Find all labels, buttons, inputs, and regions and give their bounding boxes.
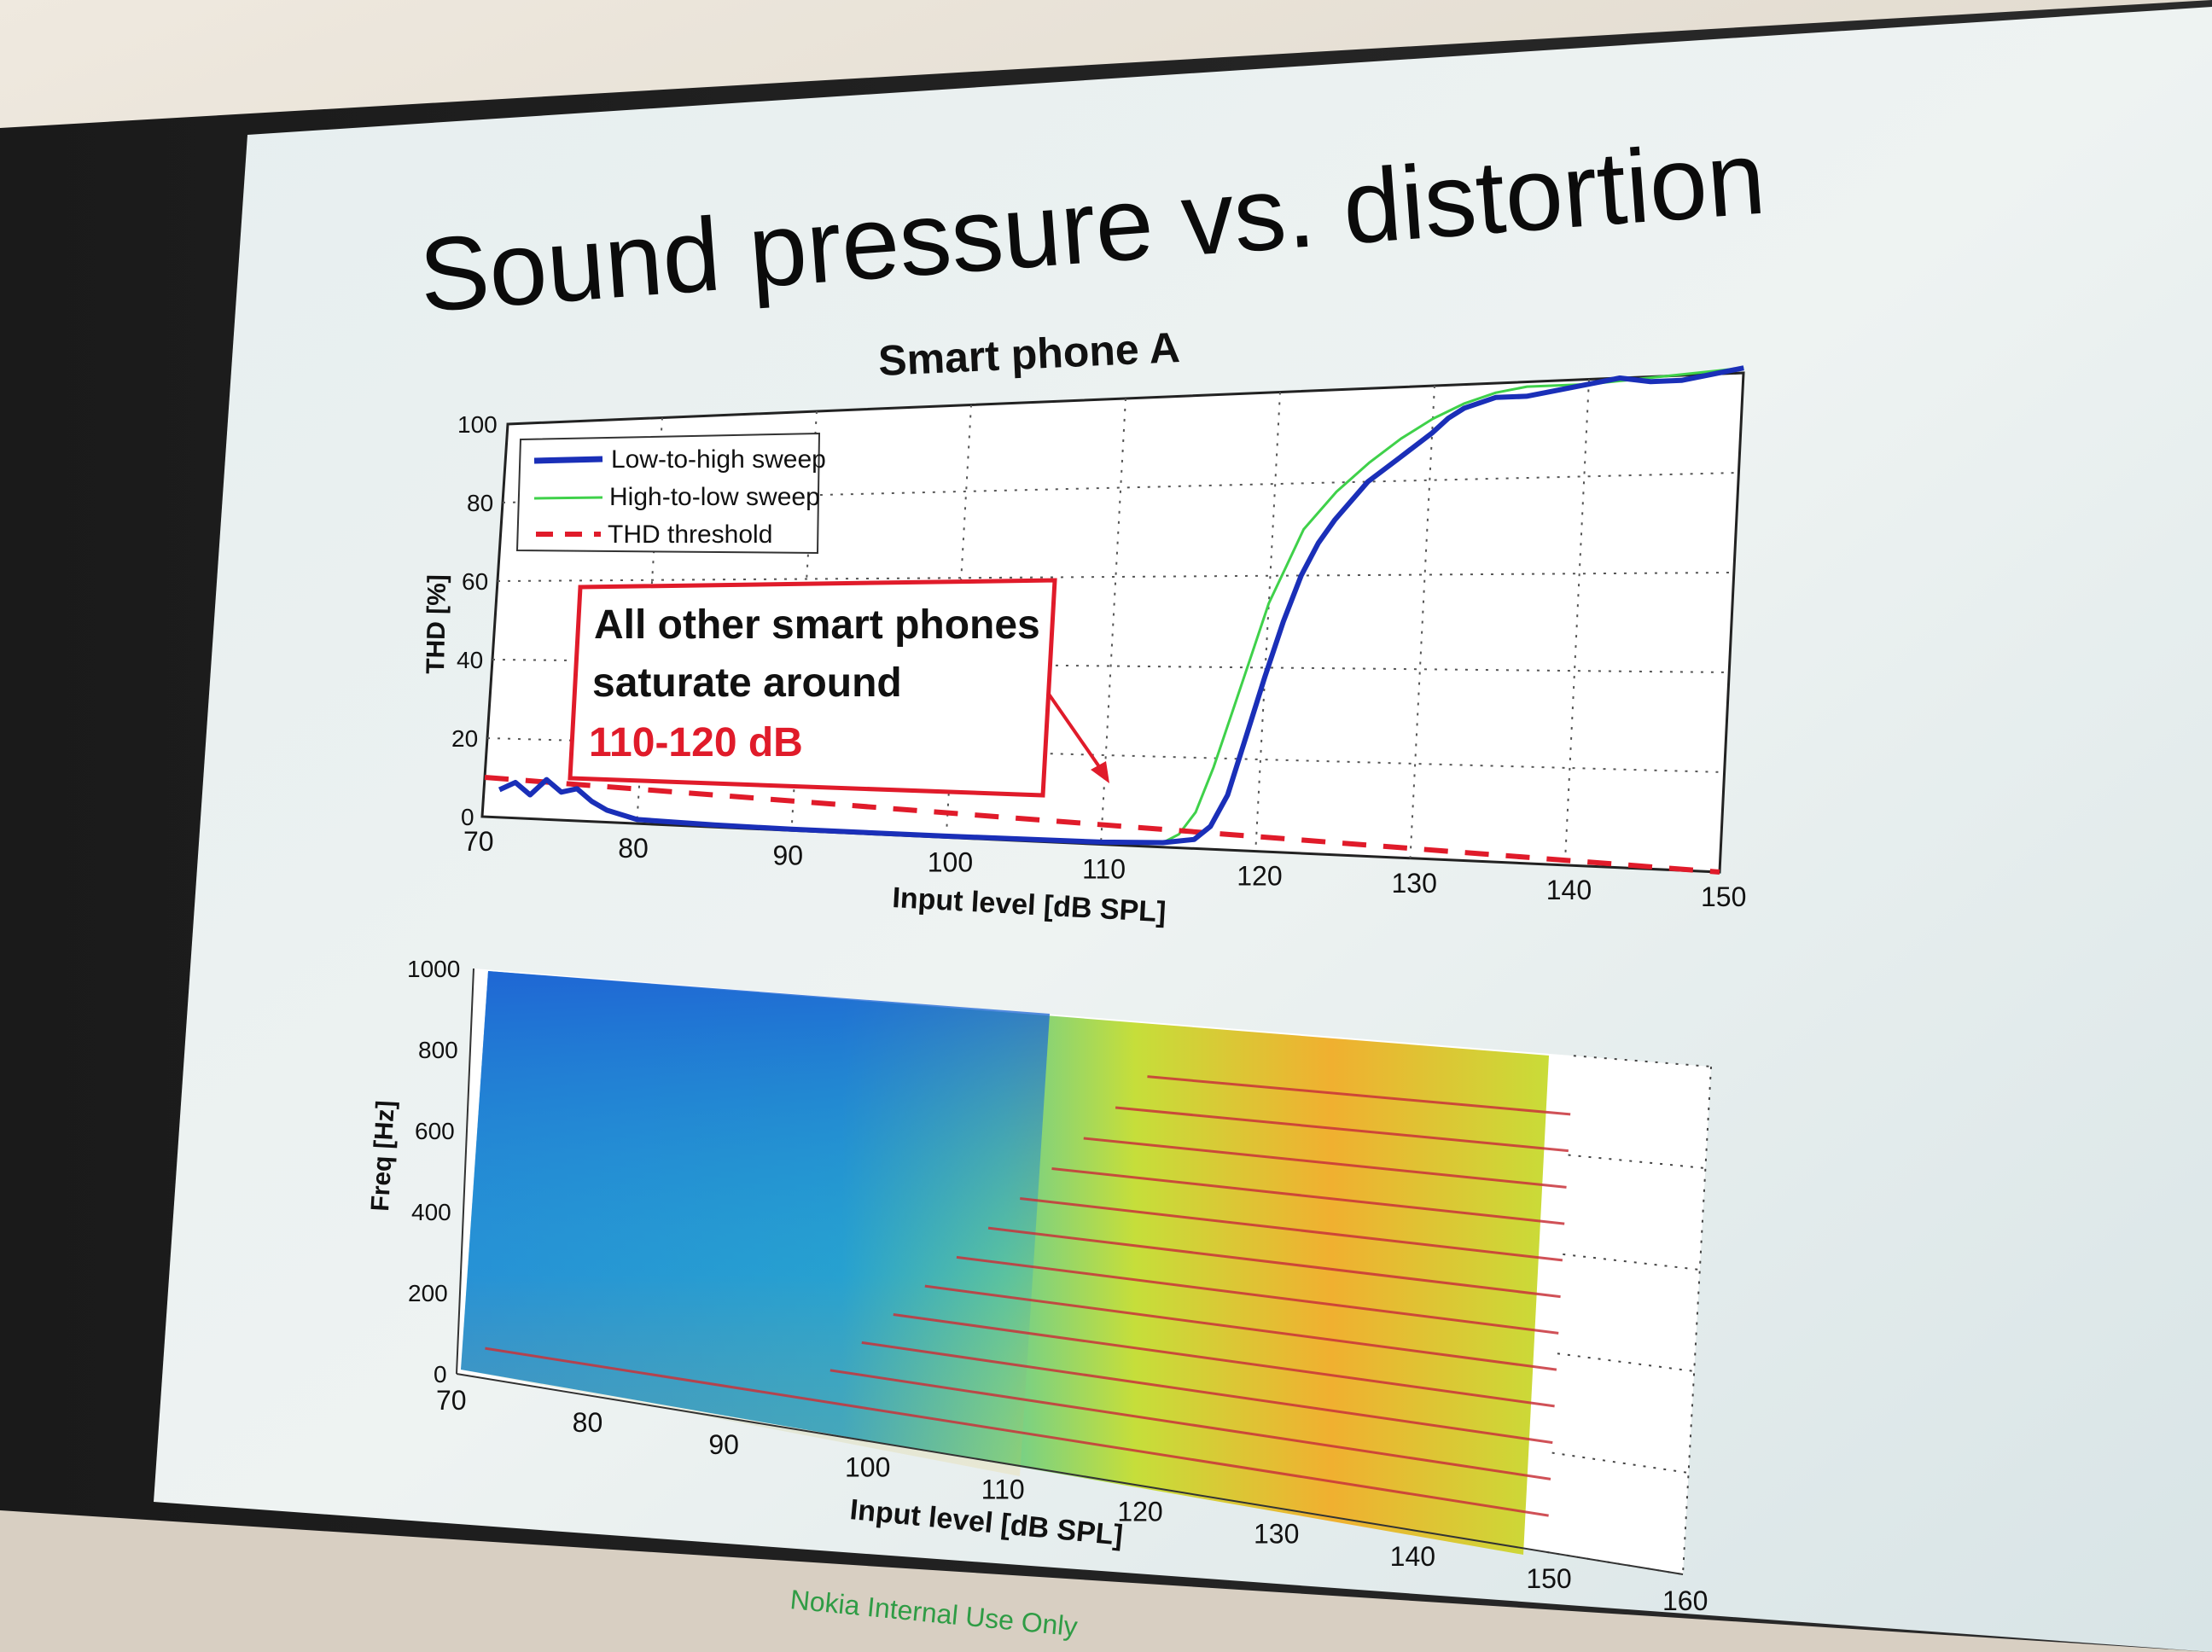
thd-xtick-label: 140: [1546, 875, 1592, 905]
spectrogram-grid-y: [1563, 1253, 1700, 1271]
thd-xtick-label: 110: [1082, 854, 1126, 885]
spectrogram-harmonic-line: [987, 1226, 1561, 1299]
spectrogram-x-axis: [456, 1373, 1684, 1575]
legend-label-threshold: THD threshold: [608, 521, 772, 549]
spectrogram-grid-y: [1557, 1352, 1695, 1372]
spectrogram-harmonic-line: [485, 1347, 1549, 1517]
spectrogram-xtick-label: 160: [1662, 1585, 1708, 1616]
thd-series-high-to-low-sweep: [1162, 366, 1744, 844]
spectrogram-harmonic-line: [861, 1341, 1553, 1445]
thd-ytick-label: 100: [457, 411, 498, 438]
callout-line-1: All other smart phones: [594, 602, 1040, 648]
thd-series-thd-threshold: [484, 775, 1720, 875]
spectrogram-xtick-label: 150: [1526, 1563, 1571, 1594]
legend-label-low-to-high: Low-to-high sweep: [611, 445, 826, 474]
spectrogram-xtick-label: 110: [981, 1474, 1025, 1504]
spectrogram-xtick-label: 130: [1254, 1519, 1299, 1550]
thd-xtick-label: 120: [1237, 861, 1282, 892]
spectrogram-shading: [461, 971, 1050, 1476]
thd-xtick-label: 100: [928, 846, 973, 877]
legend-swatch-high-to-low: [533, 496, 603, 500]
spectrogram-harmonic-line: [1147, 1075, 1571, 1116]
thd-grid-x: [1409, 385, 1435, 858]
thd-legend: Low-to-high sweep High-to-low sweep THD …: [515, 432, 826, 555]
thd-series: [484, 365, 1744, 875]
spectrogram-xtick-label: 120: [1117, 1497, 1162, 1527]
spectrogram-ytick-label: 400: [411, 1199, 451, 1225]
spectrogram-xtick-label: 100: [845, 1451, 890, 1482]
callout-arrow-line: [1046, 691, 1108, 778]
thd-xtick-label: 80: [618, 833, 649, 864]
spectrogram-y-axis: [456, 968, 474, 1375]
thd-ytick-label: 60: [462, 568, 488, 595]
spectrogram-harmonic-line: [1051, 1166, 1565, 1225]
spectrogram-harmonic-line: [893, 1312, 1555, 1408]
spectrogram-ytick-label: 600: [415, 1118, 455, 1144]
spectrogram-harmonic-line: [1083, 1137, 1567, 1189]
thd-ytick-label: 0: [461, 804, 474, 830]
callout-line-2: saturate around: [592, 660, 902, 706]
spectrogram-ticks: 0 200 400 600 800 1000 70 80 90 100 110 120 130 140 15…: [407, 956, 1708, 1616]
thd-grid-y: [497, 572, 1734, 582]
thd-ytick-label: 40: [457, 647, 483, 673]
spectrogram-ytick-label: 1000: [407, 956, 460, 982]
callout-arrowhead: [1091, 761, 1109, 783]
thd-series-low-to-high-sweep: [498, 365, 1744, 846]
callout: All other smart phones saturate around 1…: [568, 578, 1109, 798]
spectrogram-xtick-label: 70: [436, 1385, 467, 1416]
spectrogram-harmonic-line: [1115, 1106, 1569, 1153]
spectrogram-ylabel: Freq [Hz]: [366, 1100, 400, 1213]
legend-swatch-low-to-high: [533, 456, 603, 464]
thd-xtick-label: 130: [1392, 868, 1437, 899]
thd-xtick-label: 90: [773, 840, 804, 870]
spectrogram-harmonic-line: [830, 1369, 1551, 1480]
spectrogram-grid-y: [1568, 1154, 1706, 1169]
spectrogram-ytick-label: 200: [408, 1280, 448, 1306]
spectrogram-ytick-label: 800: [418, 1037, 458, 1063]
thd-ytick-label: 80: [467, 490, 493, 516]
spectrogram-harmonic-line: [956, 1255, 1559, 1335]
spectrogram-harmonics: [485, 1075, 1571, 1517]
spectrogram-chart: 0 200 400 600 800 1000 70 80 90 100 110 120 130 140 15…: [366, 956, 1712, 1616]
spectrogram-xtick-label: 80: [573, 1407, 603, 1438]
thd-ticks: 70 80 90 100 110 120 130 140 150 0 20 40 60 80 100: [451, 411, 1746, 912]
thd-legend-box: [515, 432, 821, 555]
spectrogram-harmonic-line: [924, 1284, 1557, 1371]
thd-chart: Smart phone A 70 80 90 100 110 120 130 140 15002…: [422, 323, 1746, 928]
thd-xtick-label: 150: [1701, 881, 1746, 912]
thd-ylabel: THD [%]: [422, 574, 451, 674]
spectrogram-xtick-label: 90: [708, 1429, 739, 1460]
spectrogram-harmonic-line: [1020, 1197, 1563, 1262]
legend-label-high-to-low: High-to-low sweep: [609, 483, 820, 511]
thd-ytick-label: 20: [451, 725, 478, 752]
spectrogram-xtick-label: 140: [1390, 1541, 1435, 1572]
callout-box: [568, 578, 1057, 798]
spectrogram-ytick-label: 0: [434, 1361, 447, 1387]
thd-xtick-label: 70: [463, 826, 494, 857]
wall-bottom: [0, 1510, 2212, 1652]
callout-line-3: 110-120 dB: [589, 720, 803, 765]
spectrogram-grid: [456, 968, 1712, 1575]
spectrogram-grid-y: [1573, 1055, 1712, 1067]
spectrogram-grid-y: [1551, 1451, 1689, 1474]
